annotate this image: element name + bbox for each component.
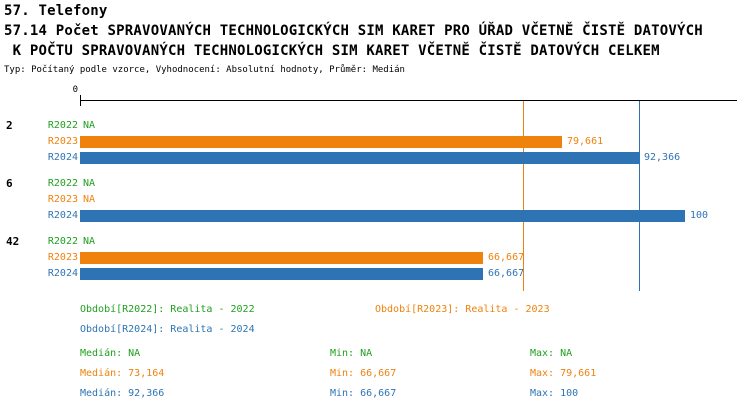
row-series-label: R2022 <box>47 236 78 247</box>
bar-r2024 <box>80 210 685 222</box>
bar-r2023 <box>80 136 562 148</box>
row-series-label: R2023 <box>47 194 78 205</box>
stat-max-r2024: Max: 100 <box>530 388 579 399</box>
legend-r2023: Období[R2023]: Realita - 2023 <box>375 304 550 315</box>
bar-value-label: 100 <box>690 210 709 221</box>
median-line-r2024 <box>639 101 640 291</box>
median-line-r2023 <box>523 101 524 291</box>
stat-median-r2022: Medián: NA <box>80 348 141 359</box>
stat-max-r2023: Max: 79,661 <box>530 368 597 379</box>
na-value-label: NA <box>83 120 96 131</box>
x-axis-line <box>80 100 737 101</box>
bar-r2023 <box>80 252 483 264</box>
bar-value-label: 79,661 <box>567 136 604 147</box>
legend-r2024: Období[R2024]: Realita - 2024 <box>80 324 255 335</box>
bar-value-label: 92,366 <box>644 152 681 163</box>
stat-min-r2022: Min: NA <box>330 348 373 359</box>
page-title: 57. Telefony <box>4 3 108 19</box>
indicator-title-line1: 57.14 Počet SPRAVOVANÝCH TECHNOLOGICKÝCH… <box>4 23 703 39</box>
row-series-label: R2022 <box>47 120 78 131</box>
x-axis-zero-tick <box>80 95 81 106</box>
stat-min-r2024: Min: 66,667 <box>330 388 397 399</box>
row-series-label: R2024 <box>47 210 78 221</box>
bar-r2024 <box>80 152 639 164</box>
row-series-label: R2023 <box>47 252 78 263</box>
stat-median-r2023: Medián: 73,164 <box>80 368 165 379</box>
group-label: 6 <box>6 177 13 190</box>
chart-meta-line: Typ: Počítaný podle vzorce, Vyhodnocení:… <box>4 65 405 75</box>
legend-r2022: Období[R2022]: Realita - 2022 <box>80 304 255 315</box>
bar-value-label: 66,667 <box>488 252 525 263</box>
na-value-label: NA <box>83 194 96 205</box>
x-axis-zero-label: 0 <box>72 85 78 95</box>
stat-max-r2022: Max: NA <box>530 348 573 359</box>
group-label: 2 <box>6 119 13 132</box>
row-series-label: R2024 <box>47 268 78 279</box>
bar-value-label: 66,667 <box>488 268 525 279</box>
row-series-label: R2022 <box>47 178 78 189</box>
na-value-label: NA <box>83 236 96 247</box>
stat-min-r2023: Min: 66,667 <box>330 368 397 379</box>
row-series-label: R2024 <box>47 152 78 163</box>
group-label: 42 <box>6 235 20 248</box>
bar-r2024 <box>80 268 483 280</box>
row-series-label: R2023 <box>47 136 78 147</box>
na-value-label: NA <box>83 178 96 189</box>
stat-median-r2024: Medián: 92,366 <box>80 388 165 399</box>
indicator-title-line2: K POČTU SPRAVOVANÝCH TECHNOLOGICKÝCH SIM… <box>4 43 660 59</box>
